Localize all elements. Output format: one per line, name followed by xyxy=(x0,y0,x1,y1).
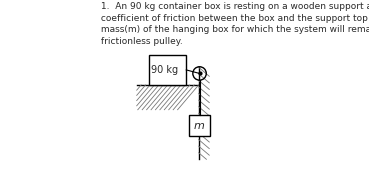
Text: 90 kg: 90 kg xyxy=(151,65,178,75)
Text: 1.  An 90 kg container box is resting on a wooden support as shown in the figure: 1. An 90 kg container box is resting on … xyxy=(98,2,369,46)
Bar xyxy=(189,115,210,136)
Bar xyxy=(149,55,186,85)
Text: m: m xyxy=(194,121,205,131)
